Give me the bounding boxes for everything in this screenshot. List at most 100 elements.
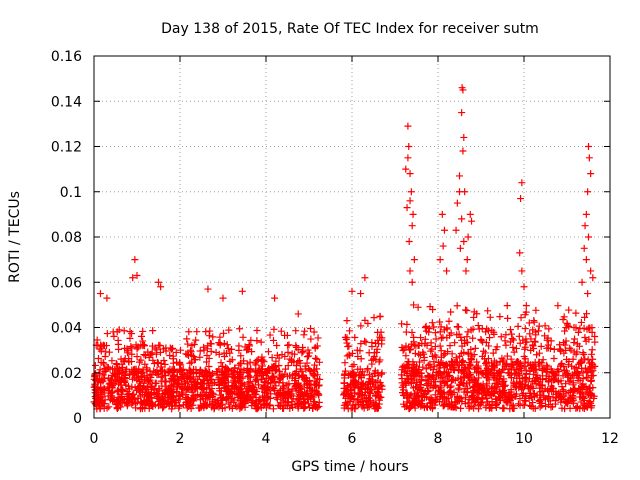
data-point	[138, 332, 146, 340]
data-point	[372, 391, 380, 399]
data-point	[201, 401, 209, 409]
data-point	[210, 391, 218, 399]
data-point	[453, 302, 461, 310]
data-point	[142, 352, 150, 360]
data-point	[145, 377, 153, 385]
data-point	[123, 345, 131, 353]
data-point	[565, 378, 573, 386]
data-point	[370, 352, 378, 360]
data-point	[188, 380, 196, 388]
x-tick-label: 4	[262, 431, 271, 447]
data-point	[461, 385, 469, 393]
data-point	[238, 399, 246, 407]
data-point	[565, 306, 573, 314]
x-tick-label: 10	[515, 431, 533, 447]
data-point	[581, 222, 589, 230]
data-point	[211, 379, 219, 387]
data-point	[341, 359, 349, 367]
data-point	[113, 360, 121, 368]
data-point	[545, 387, 553, 395]
data-point	[453, 323, 461, 331]
data-point	[270, 325, 278, 333]
data-point	[164, 399, 172, 407]
data-point	[367, 386, 375, 394]
data-point	[464, 233, 472, 241]
data-point	[285, 341, 293, 349]
data-point	[532, 365, 540, 373]
data-point	[114, 367, 122, 375]
data-point	[532, 306, 540, 314]
data-point	[584, 188, 592, 196]
data-point	[149, 356, 157, 364]
data-point	[399, 347, 407, 355]
data-point	[118, 393, 126, 401]
data-point	[554, 302, 562, 310]
data-point	[400, 345, 408, 353]
data-point	[312, 402, 320, 410]
data-point	[117, 386, 125, 394]
data-point	[182, 350, 190, 358]
data-point	[189, 370, 197, 378]
data-point	[209, 333, 217, 341]
data-point	[113, 387, 121, 395]
data-point	[556, 346, 564, 354]
data-point	[355, 391, 363, 399]
data-point	[550, 370, 558, 378]
data-point	[269, 405, 277, 413]
data-point	[410, 301, 418, 309]
data-point	[376, 393, 384, 401]
data-point	[433, 372, 441, 380]
data-point	[129, 274, 137, 282]
data-point	[134, 383, 142, 391]
data-point	[556, 345, 564, 353]
data-point	[448, 403, 456, 411]
data-point	[462, 306, 470, 314]
data-point	[425, 376, 433, 384]
data-point	[423, 403, 431, 411]
data-point	[216, 378, 224, 386]
data-point	[365, 377, 373, 385]
data-point	[464, 328, 472, 336]
data-point	[453, 392, 461, 400]
data-point	[303, 353, 311, 361]
data-point	[580, 244, 588, 252]
data-point	[463, 256, 471, 264]
data-point	[456, 244, 464, 252]
data-point	[199, 376, 207, 384]
data-point	[185, 328, 193, 336]
data-point	[368, 360, 376, 368]
data-point	[502, 341, 510, 349]
data-point	[235, 342, 243, 350]
data-point	[270, 372, 278, 380]
data-point	[437, 347, 445, 355]
data-point	[444, 373, 452, 381]
data-point	[450, 366, 458, 374]
data-point	[188, 388, 196, 396]
data-point	[143, 364, 151, 372]
data-point	[362, 338, 370, 346]
data-point	[484, 307, 492, 315]
data-point	[315, 382, 323, 390]
data-point	[486, 313, 494, 321]
data-point	[277, 373, 285, 381]
data-point	[154, 402, 162, 410]
data-point	[306, 366, 314, 374]
data-point	[490, 384, 498, 392]
data-point	[155, 278, 162, 286]
data-point	[501, 389, 509, 397]
data-point	[488, 326, 496, 334]
data-point	[134, 394, 142, 402]
data-point	[193, 328, 201, 336]
data-point	[502, 331, 510, 339]
data-point	[217, 359, 225, 367]
data-point	[343, 317, 351, 325]
data-point	[441, 350, 449, 358]
data-point	[481, 349, 489, 357]
data-point	[415, 358, 423, 366]
data-point	[316, 375, 324, 383]
data-point	[463, 333, 471, 341]
data-point	[435, 358, 443, 366]
data-point	[270, 363, 278, 371]
data-point	[205, 393, 213, 401]
